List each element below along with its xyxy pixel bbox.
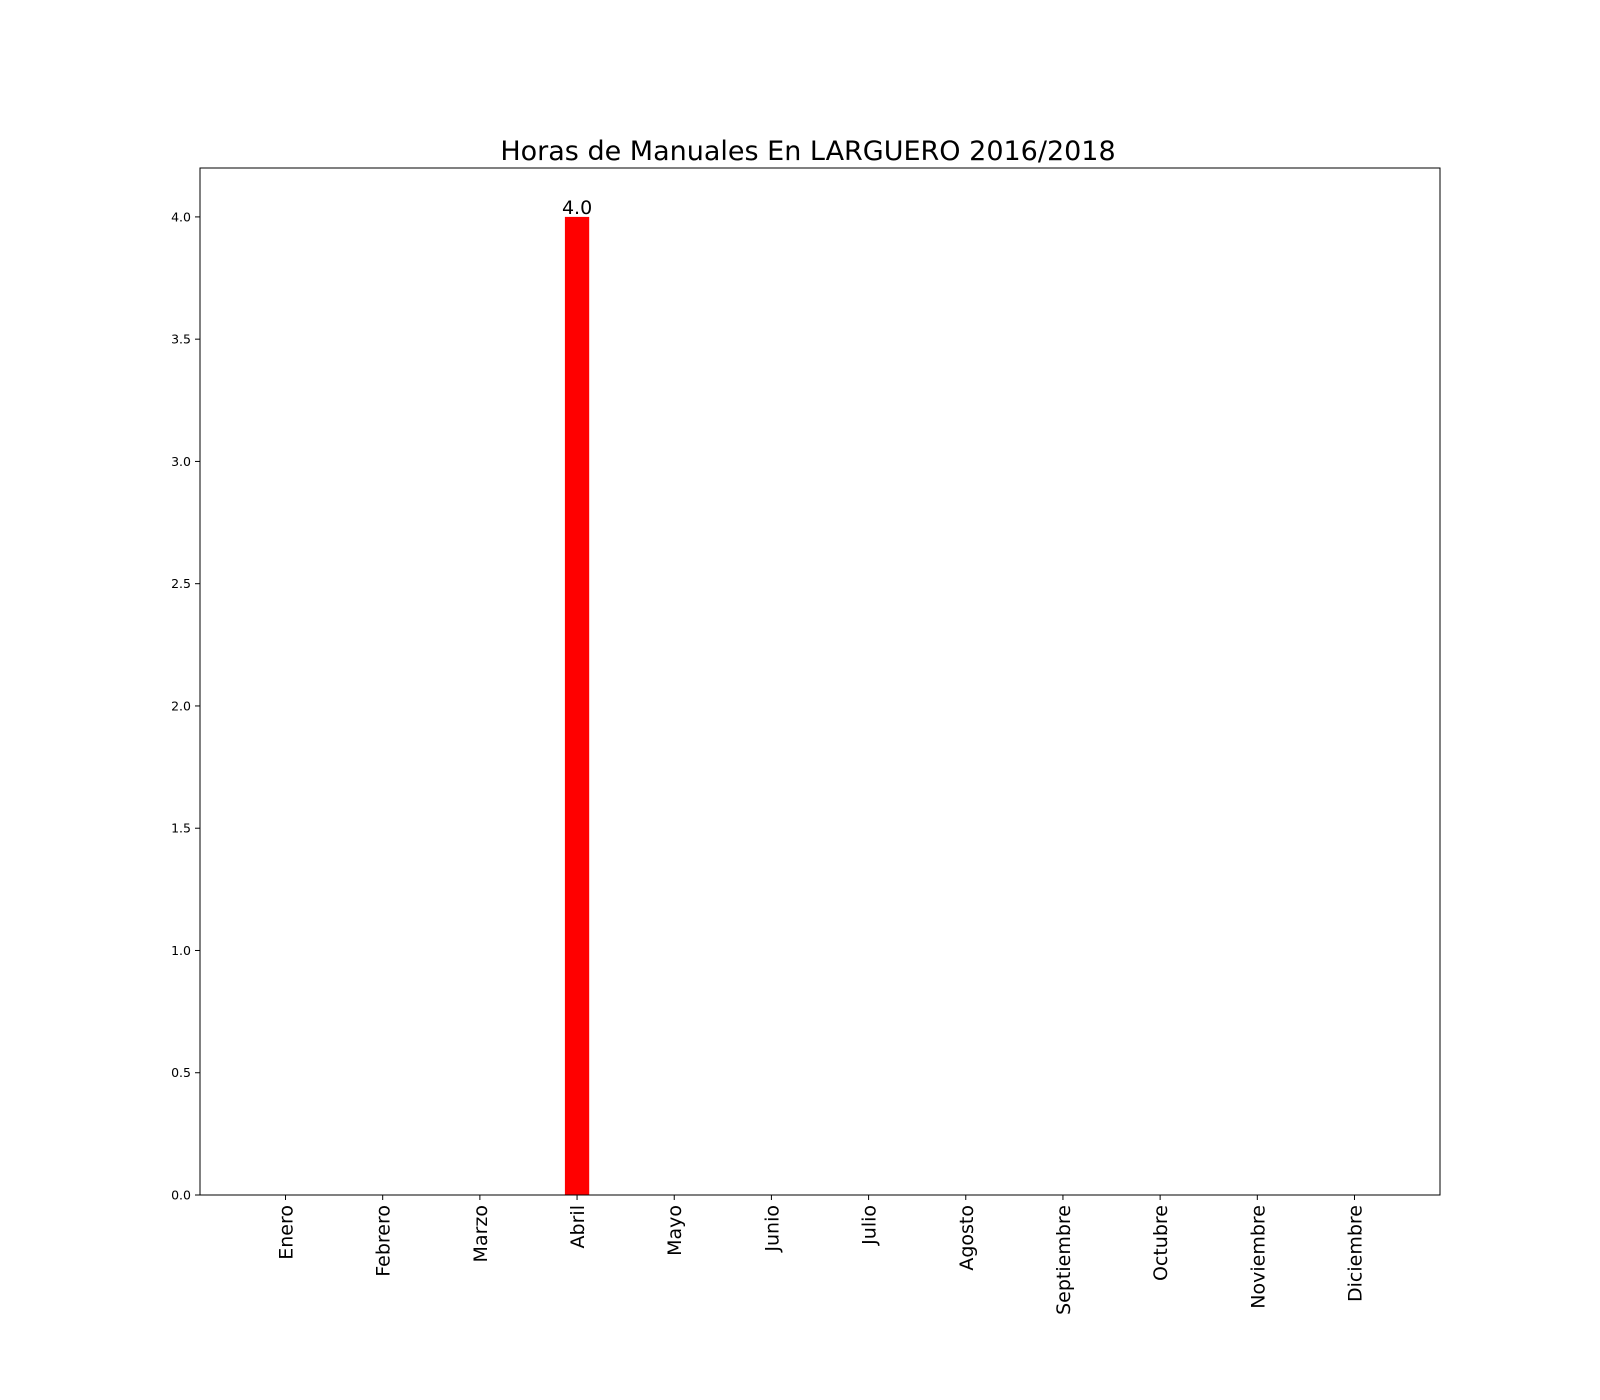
bar-abril (564, 216, 590, 1195)
y-tick-label: 3.5 (171, 332, 191, 347)
plot-area (200, 168, 1440, 1195)
x-tick-label-diciembre: Diciembre (1344, 1205, 1366, 1302)
x-tick-label-enero: Enero (276, 1205, 298, 1260)
x-tick-label-junio: Junio (761, 1205, 783, 1253)
x-tick-label-abril: Abril (567, 1205, 589, 1248)
x-tick-label-julio: Julio (859, 1205, 881, 1246)
x-tick-label-septiembre: Septiembre (1053, 1205, 1075, 1315)
plot-frame (199, 167, 1441, 1196)
y-tick-label: 2.5 (171, 576, 191, 591)
y-tick-label: 4.0 (171, 209, 191, 224)
x-tick-label-agosto: Agosto (956, 1205, 978, 1271)
y-axis: 0.0 0.5 1.0 1.5 2.0 2.5 3.0 3.5 4.0 (171, 209, 200, 1203)
y-tick-label: 1.0 (171, 943, 191, 958)
y-tick-label: 3.0 (171, 454, 191, 469)
x-tick-label-marzo: Marzo (470, 1205, 492, 1262)
x-axis: Enero Febrero Marzo Abril Mayo Junio Julio Agos… (276, 1195, 1366, 1315)
x-tick-label-octubre: Octubre (1150, 1205, 1172, 1281)
chart-title: Horas de Manuales En LARGUERO 2016/2018 (500, 136, 1115, 167)
y-tick-label: 0.5 (171, 1065, 191, 1080)
y-tick-label: 1.5 (171, 821, 191, 836)
bars-group: 4.0 (562, 197, 592, 1195)
x-tick-label-febrero: Febrero (373, 1205, 395, 1277)
data-label-abril: 4.0 (562, 197, 592, 219)
x-tick-label-mayo: Mayo (664, 1205, 686, 1256)
y-tick-label: 2.0 (171, 698, 191, 713)
x-tick-label-noviembre: Noviembre (1247, 1205, 1269, 1309)
y-tick-label: 0.0 (171, 1188, 191, 1203)
